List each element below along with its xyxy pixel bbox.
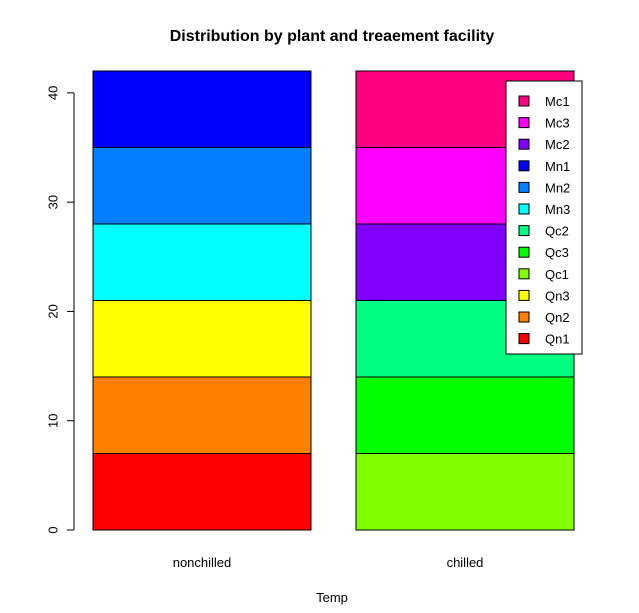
y-tick-label: 0 <box>45 526 60 533</box>
legend-swatch-Mc2 <box>518 138 530 150</box>
legend-swatch-Mn3 <box>518 203 530 215</box>
x-tick-label-nonchilled: nonchilled <box>173 555 232 570</box>
x-axis-label: Temp <box>316 590 348 605</box>
y-tick-label: 10 <box>45 413 60 427</box>
chart-title: Distribution by plant and treaement faci… <box>170 28 495 45</box>
legend-label-Qn3: Qn3 <box>545 288 570 303</box>
bar-segment-nonchilled-Mn3 <box>92 223 312 301</box>
bar-segment-nonchilled-Mn1 <box>92 70 312 148</box>
legend-label-Qn1: Qn1 <box>545 332 570 347</box>
legend-label-Qc2: Qc2 <box>545 224 569 239</box>
x-axis: nonchilled chilled <box>173 555 484 570</box>
bar-segment-nonchilled-Qn2 <box>92 376 312 454</box>
bar-segment-chilled-Qc3 <box>355 376 575 454</box>
y-tick-label: 20 <box>45 304 60 318</box>
legend-label-Qc1: Qc1 <box>545 267 569 282</box>
legend-label-Mc1: Mc1 <box>545 94 570 109</box>
legend-label-Mc3: Mc3 <box>545 116 570 131</box>
y-axis: 0 10 20 30 40 <box>45 86 75 534</box>
legend-label-Mn2: Mn2 <box>545 180 570 195</box>
legend: Mc1 Mc3 Mc2 Mn1 Mn2 Mn3 Qc2 Qc3 Qc1 Qn3 Qn2 Qn1 <box>505 80 583 355</box>
legend-swatch-Mn1 <box>518 160 530 172</box>
x-tick-label-chilled: chilled <box>447 555 484 570</box>
legend-box <box>505 80 583 355</box>
legend-label-Qc3: Qc3 <box>545 245 569 260</box>
legend-label-Mn3: Mn3 <box>545 202 570 217</box>
legend-swatch-Qc1 <box>518 268 530 280</box>
y-tick-label: 40 <box>45 86 60 100</box>
bars-group <box>92 70 575 531</box>
legend-swatch-Qc3 <box>518 246 530 258</box>
legend-swatch-Mc3 <box>518 117 530 129</box>
legend-label-Qn2: Qn2 <box>545 310 570 325</box>
legend-swatch-Mn2 <box>518 181 530 193</box>
legend-swatch-Qn2 <box>518 311 530 323</box>
bar-segment-nonchilled-Mn2 <box>92 147 312 225</box>
legend-label-Mc2: Mc2 <box>545 137 570 152</box>
bar-segment-nonchilled-Qn1 <box>92 453 312 531</box>
y-tick-label: 30 <box>45 195 60 209</box>
legend-swatch-Qn3 <box>518 289 530 301</box>
legend-swatch-Mc1 <box>518 95 530 107</box>
legend-label-Mn1: Mn1 <box>545 159 570 174</box>
legend-swatch-Qc2 <box>518 225 530 237</box>
bar-segment-nonchilled-Qn3 <box>92 300 312 378</box>
bar-segment-chilled-Qc1 <box>355 453 575 531</box>
legend-swatch-Qn1 <box>518 333 530 345</box>
